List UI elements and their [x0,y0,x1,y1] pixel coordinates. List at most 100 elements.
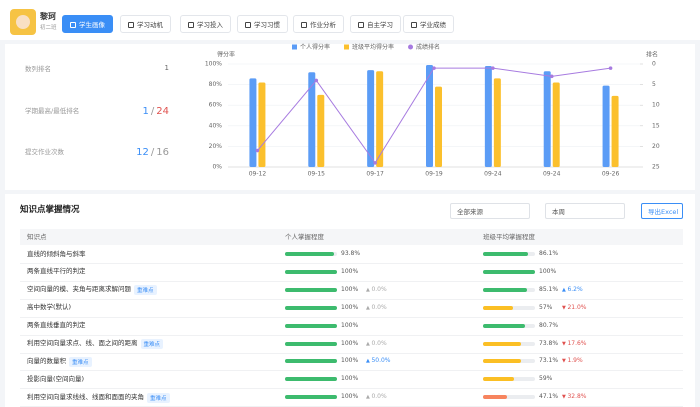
delta: ▼ 32.8% [562,394,587,400]
progress-track [483,252,535,256]
summary-part: 1 [142,106,149,117]
bar [543,71,551,167]
progress-track [483,377,535,382]
time-filter[interactable]: 本周 [545,203,625,219]
trend-arrow: ▲ [366,340,372,347]
bar [435,86,442,167]
progress-track [483,395,535,400]
y-tick-label: 60% [209,102,223,109]
row-divider [20,370,683,372]
rank-point [432,66,436,70]
delta-label: 0.0% [371,393,387,401]
summary-label: 数列排名 [25,65,51,73]
progress-track [285,359,337,364]
delta-label: 21.0% [567,303,587,311]
legend-marker [292,44,297,50]
y-axis-label: 得分率 [217,51,235,59]
x-tick-label: 09-26 [602,171,620,178]
tag: 重难点 [147,392,170,403]
progress-label: 100% [341,375,359,383]
knowledge-name: 两条直线平行的判定 [27,267,86,276]
tab[interactable]: 学习习惯 [237,15,288,33]
summary-value: 1 [164,65,170,72]
tab[interactable]: 学习投入 [180,15,231,33]
summary-label: 学期最高/最低排名 [25,107,80,115]
legend-marker [344,44,350,50]
progress-label: 47.1% [539,393,559,401]
y2-tick-label: 0 [652,61,656,68]
bar [376,71,384,167]
bar [611,95,619,167]
tag: 重难点 [69,356,92,367]
progress-track [483,323,535,328]
column-header: 知识点 [27,233,47,241]
delta: ▲ 0.0% [366,394,387,400]
summary-part: / [150,147,155,158]
progress-track [483,341,535,346]
tab[interactable]: 学业成绩 [403,15,454,33]
progress-bar [285,359,337,364]
knowledge-name: 投影向量(空间向量) [27,374,85,383]
trend-arrow: ▼ [562,304,568,311]
rank-point [608,66,613,70]
y2-tick-label: 5 [652,81,656,88]
knowledge-name: 高中数学(默认) [27,303,72,312]
progress-bar [483,377,514,382]
summary-part: 16 [156,147,169,158]
y2-tick-label: 20 [652,143,660,150]
tab[interactable]: 学习动机 [120,15,171,33]
progress-track [285,341,337,346]
bar [426,65,433,167]
progress-bar [285,377,337,382]
progress-label: 59% [539,375,553,383]
legend-label: 班级平均得分率 [352,43,394,51]
bar [367,70,375,167]
summary-part: 1 [164,64,169,72]
progress-bar [483,305,513,310]
delta-label: 6.2% [567,285,583,293]
y-tick-label: 40% [209,122,223,129]
progress-track [483,269,535,274]
tab[interactable]: 作业分析 [293,15,344,33]
column-header: 个人掌握程度 [285,233,324,241]
x-tick-label: 09-17 [366,171,384,178]
knowledge-name: 利用空间向量求点、线、面之间的距离 [27,339,138,347]
delta: ▼ 21.0% [562,303,587,311]
bar [308,72,316,167]
progress-label: 100% [539,267,557,275]
summary-value: 1/24 [142,107,170,117]
progress-bar [285,323,337,328]
rank-point [549,74,554,79]
export-button[interactable]: 导出Excel [641,203,683,219]
bar [317,94,325,167]
source-filter[interactable]: 全部来源 [450,203,530,219]
progress-bar [285,269,337,274]
progress-label: 73.8% [539,339,559,347]
progress-bar [285,287,337,292]
progress-label: 73.1% [539,357,559,365]
trend-arrow: ▲ [366,286,372,293]
bar [552,82,560,167]
delta-label: 1.9% [567,357,583,365]
delta: ▼ 17.6% [562,340,587,347]
column-header: 班级平均掌握程度 [483,233,535,241]
summary-part: / [150,106,155,117]
legend-marker [408,44,414,50]
delta: ▲ 0.0% [366,286,387,293]
progress-bar [285,252,334,256]
overview-card [5,44,695,190]
progress-label: 100% [341,303,359,311]
progress-track [285,395,337,400]
x-tick-label: 09-24 [543,171,561,178]
delta: ▲ 0.0% [366,304,387,311]
delta: ▲ 6.2% [562,285,583,293]
y2-tick-label: 15 [652,122,660,129]
progress-label: 100% [341,339,359,347]
progress-bar [483,341,522,346]
tab[interactable]: 学生画像 [62,15,113,33]
knowledge-name: 利用空间向量求线线、线面和面面的夹角 [27,392,144,401]
student-class: 初二班 [40,25,57,31]
y2-axis-label: 排名 [646,51,658,59]
knowledge-name: 两条直线垂直的判定 [27,321,86,330]
tab[interactable]: 自主学习 [350,15,401,33]
